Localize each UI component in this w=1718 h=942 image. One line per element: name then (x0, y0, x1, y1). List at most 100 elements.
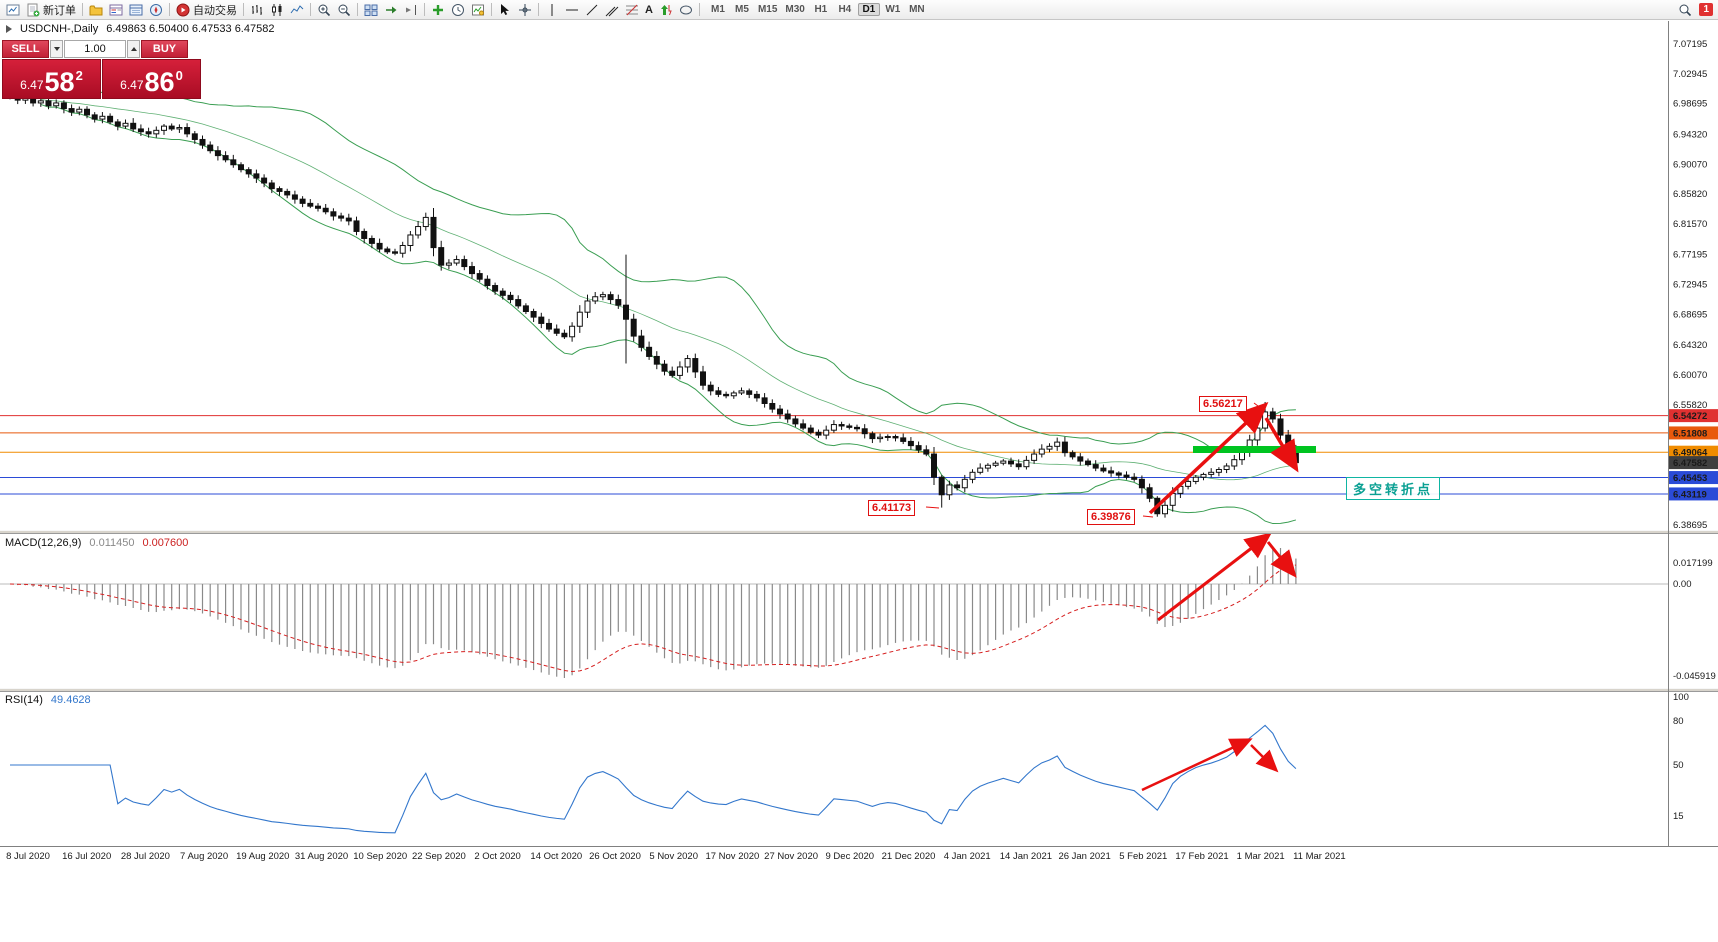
svg-text:31 Aug 2020: 31 Aug 2020 (295, 851, 348, 862)
timeframe-M1-button[interactable]: M1 (711, 4, 725, 15)
autotrading-button[interactable]: 自动交易 (173, 1, 240, 19)
trend-arrows-macd[interactable] (1157, 532, 1297, 622)
market-watch-button[interactable] (106, 1, 126, 19)
rsi-panel[interactable] (10, 724, 1297, 834)
svg-text:6.94320: 6.94320 (1673, 129, 1707, 140)
profiles-button[interactable] (86, 1, 106, 19)
rsi-label: RSI(14) 49.4628 (5, 694, 91, 706)
sell-button[interactable]: SELL (2, 40, 49, 58)
volume-down-button[interactable] (50, 40, 63, 58)
ask-figure: 6.47 (120, 78, 144, 92)
svg-text:19 Aug 2020: 19 Aug 2020 (236, 851, 289, 862)
scale-frame (0, 21, 1718, 847)
zoom-in-button[interactable] (314, 1, 334, 19)
svg-text:6.72945: 6.72945 (1673, 280, 1707, 291)
buy-button[interactable]: BUY (141, 40, 188, 58)
tile-windows-button[interactable] (361, 1, 381, 19)
svg-text:10 Sep 2020: 10 Sep 2020 (353, 851, 407, 862)
toolbar-separator (491, 3, 492, 16)
line-chart-button[interactable] (287, 1, 307, 19)
trend-arrows-main[interactable] (925, 402, 1299, 518)
cursor-tool-button[interactable] (495, 1, 515, 19)
toolbar-separator (698, 3, 700, 16)
autotrading-icon (176, 3, 190, 16)
time-axis[interactable]: 8 Jul 2020 16 Jul 2020 28 Jul 2020 7 Aug 20… (6, 851, 1346, 862)
trade-prices-row: 6.47 58 2 6.47 86 0 (2, 59, 202, 99)
indicators-button[interactable] (428, 1, 448, 19)
trend-arrows-rsi[interactable] (1141, 738, 1279, 792)
ohlc-values: 6.49863 6.50400 6.47533 6.47582 (106, 23, 275, 35)
autotrading-label: 自动交易 (193, 4, 237, 17)
new-order-button[interactable]: 新订单 (23, 1, 79, 19)
rsi-name: RSI(14) (5, 694, 43, 706)
main-chart-panel[interactable] (0, 89, 1668, 525)
ask-price-display[interactable]: 6.47 86 0 (102, 59, 201, 99)
crosshair-icon (519, 3, 531, 16)
data-window-button[interactable] (126, 1, 146, 19)
turning-point-note[interactable]: 多空转折点 (1346, 477, 1441, 500)
bid-price-display[interactable]: 6.47 58 2 (2, 59, 101, 99)
horizontal-line-icon (566, 9, 578, 10)
fibonacci-tool-button[interactable] (622, 1, 642, 19)
timeframe-M15-button[interactable]: M15 (757, 4, 778, 15)
auto-scroll-button[interactable] (381, 1, 401, 19)
timeframe-M5-button[interactable]: M5 (735, 4, 749, 15)
svg-text:6.85820: 6.85820 (1673, 189, 1707, 200)
horizontal-line-tool-button[interactable] (562, 1, 582, 19)
crosshair-tool-button[interactable] (515, 1, 535, 19)
svg-text:16 Jul 2020: 16 Jul 2020 (62, 851, 111, 862)
zoom-out-icon (338, 4, 351, 16)
vertical-line-tool-button[interactable] (542, 1, 562, 19)
channel-tool-button[interactable] (602, 1, 622, 19)
notification-badge[interactable]: 1 (1699, 3, 1713, 16)
svg-text:6.64320: 6.64320 (1673, 340, 1707, 351)
svg-text:2 Oct 2020: 2 Oct 2020 (474, 851, 520, 862)
trendline-tool-button[interactable] (582, 1, 602, 19)
price-tag: 6.47582 (1669, 456, 1718, 470)
trendline-icon (586, 4, 598, 15)
chart-shift-button[interactable] (401, 1, 421, 19)
triangle-down-icon (53, 47, 60, 51)
svg-text:5 Feb 2021: 5 Feb 2021 (1119, 851, 1167, 862)
bar-chart-button[interactable] (247, 1, 267, 19)
timeframe-H1-button[interactable]: H1 (814, 4, 828, 15)
macd-scale[interactable]: 0.017199 0.00 -0.045919 (1673, 558, 1716, 682)
price-callout-february-low[interactable]: 6.39876 (1087, 509, 1135, 525)
price-callout-december-low[interactable]: 6.41173 (868, 500, 916, 516)
svg-text:6.43119: 6.43119 (1673, 489, 1707, 500)
new-chart-button[interactable] (3, 1, 23, 19)
zoom-out-button[interactable] (334, 1, 354, 19)
text-tool-button[interactable]: A (642, 1, 656, 19)
symbol-name: USDCNH-,Daily (20, 23, 99, 35)
candlestick-chart-button[interactable] (267, 1, 287, 19)
rsi-scale[interactable]: 100 80 50 15 (1673, 692, 1689, 822)
svg-text:17 Feb 2021: 17 Feb 2021 (1175, 851, 1228, 862)
price-callout-high[interactable]: 6.56217 (1199, 396, 1247, 412)
templates-button[interactable] (468, 1, 488, 19)
support-zone-bar[interactable] (1193, 446, 1316, 453)
periods-button[interactable] (448, 1, 468, 19)
timeframe-D1-button[interactable]: D1 (857, 3, 880, 16)
timeframe-M30-button[interactable]: M30 (785, 4, 805, 15)
arrows-tool-button[interactable] (656, 1, 676, 19)
timeframe-MN-button[interactable]: MN (909, 4, 925, 15)
navigator-button[interactable] (146, 1, 166, 19)
rsi-splitter[interactable] (0, 688, 1718, 692)
price-tag: 6.54272 (1669, 409, 1718, 423)
toolbar-separator (357, 3, 358, 16)
shapes-tool-button[interactable] (676, 1, 696, 19)
timeframe-H4-button[interactable]: H4 (838, 4, 852, 15)
ask-pips: 86 (144, 67, 175, 98)
macd-splitter[interactable] (0, 530, 1718, 534)
search-button[interactable] (1675, 1, 1695, 19)
cursor-icon (501, 3, 509, 15)
channel-icon (605, 6, 619, 16)
volume-up-button[interactable] (127, 40, 140, 58)
toolbar-separator (169, 3, 170, 16)
vertical-line-icon (551, 3, 553, 16)
price-scale[interactable]: 7.07195 7.02945 6.98695 6.94320 6.90070 6.858… (1669, 39, 1718, 531)
macd-panel[interactable] (0, 548, 1668, 678)
volume-input[interactable] (64, 40, 126, 58)
timeframe-W1-button[interactable]: W1 (885, 4, 901, 15)
